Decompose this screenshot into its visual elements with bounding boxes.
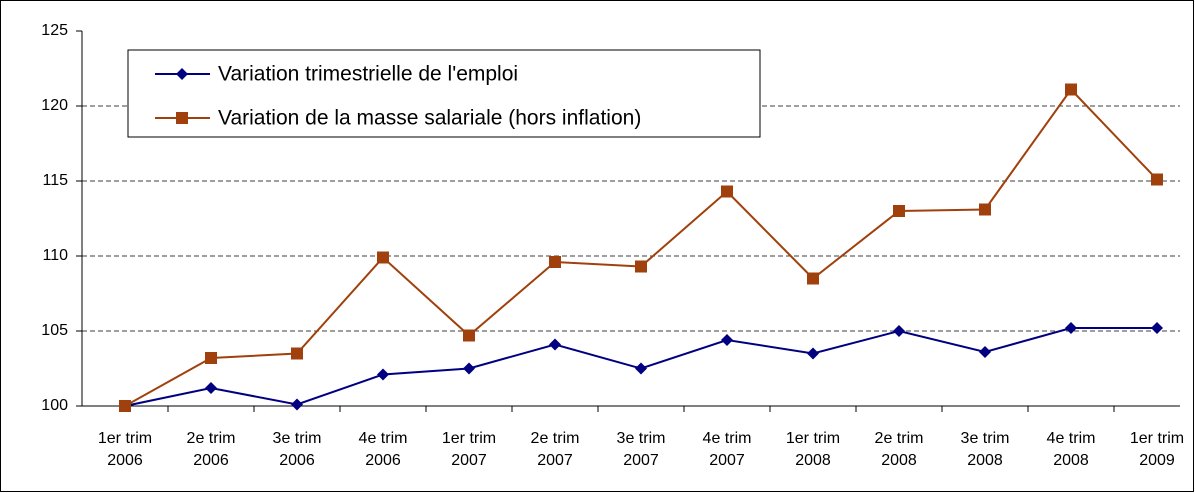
y-tick-label: 120 [41, 97, 68, 114]
y-tick-label: 100 [41, 397, 68, 414]
x-tick-label: 2e trim [531, 430, 580, 447]
data-point [721, 185, 733, 198]
x-tick-label: 4e trim [703, 430, 752, 447]
data-point [807, 272, 819, 285]
legend-marker [176, 68, 188, 80]
y-tick-label: 110 [42, 247, 68, 264]
x-tick-label: 2e trim [187, 430, 236, 447]
legend [127, 49, 761, 138]
data-point [291, 398, 303, 411]
x-tick-label: 2006 [107, 452, 143, 469]
data-point [463, 329, 475, 342]
x-tick-label: 2009 [1139, 452, 1175, 469]
legend-label: Variation de la masse salariale (hors in… [218, 107, 641, 130]
x-tick-label: 2008 [795, 452, 831, 469]
y-tick-label: 105 [41, 322, 68, 339]
data-point [291, 347, 303, 360]
x-tick-label: 2007 [623, 452, 659, 469]
x-tick-label: 2007 [451, 452, 487, 469]
x-tick-label: 1er trim [786, 430, 840, 447]
data-point [1151, 322, 1163, 334]
x-tick-label: 3e trim [961, 430, 1010, 447]
data-point [377, 368, 389, 381]
data-point [377, 251, 389, 264]
data-point [635, 362, 647, 375]
x-tick-label: 2006 [365, 452, 401, 469]
y-tick-label: 125 [41, 22, 68, 39]
data-point [1065, 322, 1077, 334]
x-tick-label: 2007 [709, 452, 745, 469]
legend-label: Variation trimestrielle de l'emploi [218, 63, 518, 86]
x-tick-label: 2006 [279, 452, 315, 469]
data-point [979, 203, 991, 216]
x-tick-label: 2008 [967, 452, 1003, 469]
x-tick-label: 2008 [881, 452, 917, 469]
x-tick-label: 4e trim [1047, 430, 1096, 447]
x-tick-label: 3e trim [273, 430, 322, 447]
x-tick-label: 3e trim [617, 430, 666, 447]
data-point [635, 260, 647, 273]
legend-marker [176, 112, 188, 124]
x-tick-label: 2e trim [875, 430, 924, 447]
x-tick-label: 2008 [1053, 452, 1089, 469]
data-point [807, 347, 819, 360]
data-point [205, 352, 217, 364]
data-point [893, 205, 905, 217]
data-point [119, 400, 131, 412]
data-point [721, 334, 733, 346]
data-point [893, 325, 905, 337]
data-point [205, 382, 217, 394]
data-point [549, 256, 561, 268]
data-point [1065, 83, 1077, 96]
data-point [1151, 173, 1163, 186]
x-tick-label: 1er trim [442, 430, 496, 447]
x-tick-label: 4e trim [359, 430, 408, 447]
x-tick-label: 1er trim [1130, 430, 1184, 447]
x-tick-label: 2006 [193, 452, 229, 469]
data-point [463, 362, 475, 375]
y-tick-label: 115 [42, 172, 68, 189]
x-tick-label: 1er trim [98, 430, 152, 447]
data-point [549, 338, 561, 351]
x-tick-label: 2007 [537, 452, 573, 469]
data-point [979, 346, 991, 358]
